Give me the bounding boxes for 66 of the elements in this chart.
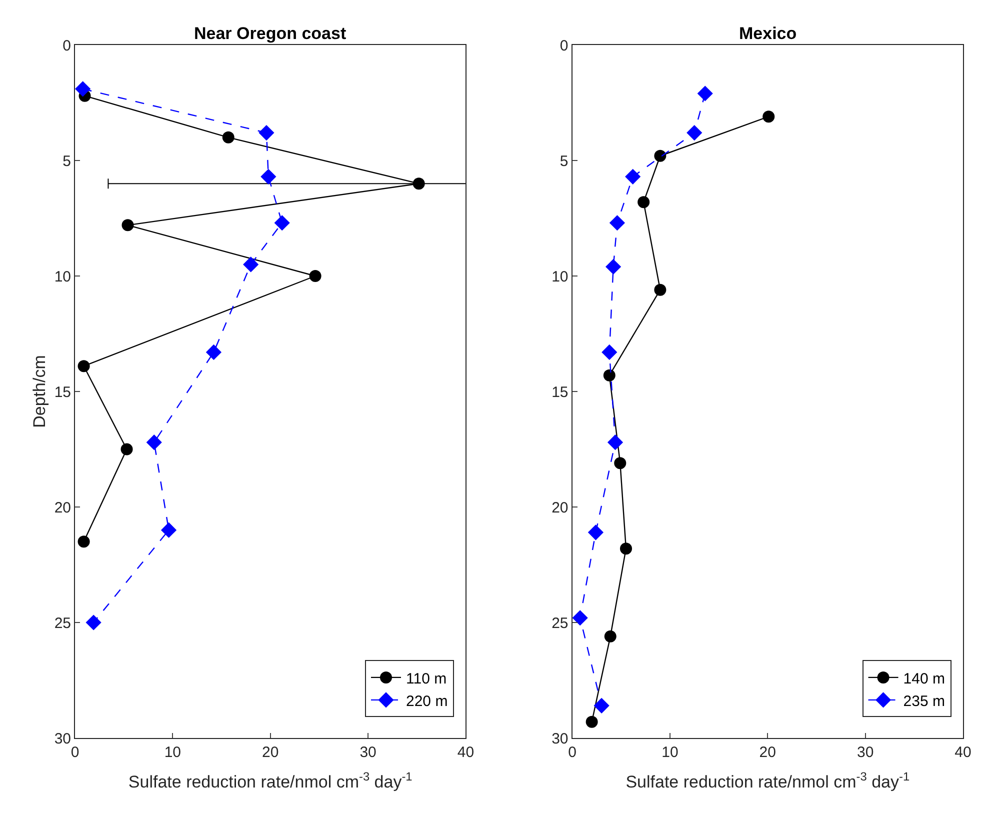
point (206, 344, 222, 360)
x-tick-label: 40 (457, 744, 474, 761)
legend-label: 220 m (406, 692, 448, 710)
x-tick-label: 30 (360, 744, 376, 761)
y-tick-label: 20 (54, 499, 71, 516)
point (606, 258, 622, 275)
point (686, 124, 702, 141)
point (160, 522, 177, 538)
point (572, 610, 588, 626)
x-axis-title: Sulfate reduction rate/nmol cm$^{-3}$ day$^{-1}$ (626, 769, 910, 792)
point (243, 256, 259, 272)
x-tick-label: 20 (759, 744, 776, 761)
point (86, 614, 102, 630)
y-tick-label: 10 (552, 268, 568, 286)
y-tick-label: 15 (54, 384, 71, 401)
y-tick-label: 30 (552, 730, 568, 748)
x-axis-title: Sulfate reduction rate/nmol cm$^{-3}$ day$^{-1}$ (128, 769, 413, 792)
point (260, 168, 276, 184)
point (614, 457, 626, 470)
y-tick-label: 25 (54, 614, 71, 632)
point (222, 131, 234, 144)
point (588, 524, 604, 540)
point (620, 542, 632, 555)
y-tick-label: 15 (552, 384, 568, 401)
y-tick-label: 30 (54, 730, 71, 748)
point (697, 86, 713, 102)
point (594, 698, 610, 714)
y-tick-label: 5 (560, 152, 568, 170)
chart-title: Mexico (739, 24, 797, 43)
y-tick-label: 0 (62, 37, 71, 54)
point (258, 124, 274, 141)
x-tick-label: 10 (662, 744, 678, 761)
point (78, 360, 90, 372)
legend-label: 140 m (903, 670, 945, 688)
point (75, 81, 91, 97)
point (274, 215, 290, 231)
y-tick-label: 10 (54, 268, 71, 286)
point (638, 196, 650, 208)
x-tick-label: 30 (856, 744, 874, 761)
point (309, 270, 322, 282)
point (586, 716, 598, 728)
y-tick-label: 25 (552, 614, 568, 632)
point (602, 344, 618, 360)
point (654, 150, 666, 162)
point (146, 434, 162, 450)
point (762, 110, 775, 123)
legend-label: 110 m (406, 670, 447, 688)
point (78, 536, 90, 548)
chart-title: Near Oregon coast (194, 24, 346, 43)
y-tick-label: 5 (62, 152, 71, 170)
point (607, 434, 624, 450)
point (604, 630, 616, 642)
point (603, 369, 616, 382)
x-tick-label: 40 (954, 744, 972, 761)
x-tick-label: 20 (262, 744, 279, 761)
point (609, 215, 626, 231)
point (654, 284, 666, 296)
point (122, 219, 134, 232)
point (120, 443, 133, 456)
y-tick-label: 0 (560, 37, 568, 54)
x-tick-label: 10 (164, 744, 182, 761)
y-axis-title: Depth/cm (30, 355, 49, 428)
y-tick-label: 20 (552, 499, 568, 516)
point (412, 178, 425, 190)
point (625, 168, 641, 184)
legend-label: 235 m (903, 692, 945, 710)
